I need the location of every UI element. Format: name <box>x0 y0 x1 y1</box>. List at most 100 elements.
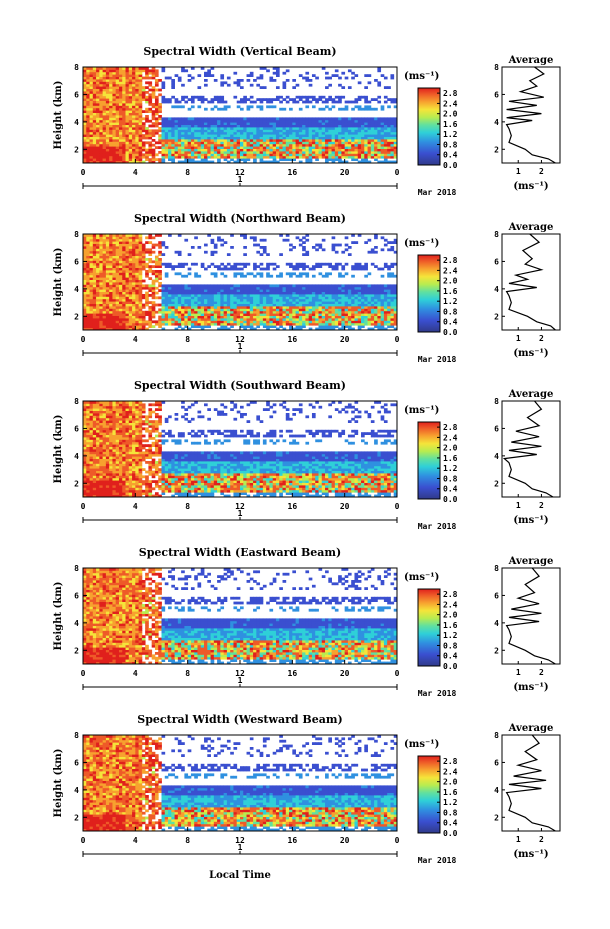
heatmap-cell <box>338 129 342 133</box>
heatmap-cell <box>305 79 310 82</box>
heatmap-cell <box>177 262 182 266</box>
heatmap-cell <box>148 141 153 145</box>
heatmap-cell <box>315 141 319 145</box>
heatmap-cell <box>256 291 261 295</box>
heatmap-cell <box>158 260 162 264</box>
heatmap-cell <box>207 155 211 159</box>
heatmap-cell <box>347 153 352 157</box>
heatmap-cell <box>249 127 254 130</box>
heatmap-cell <box>164 265 169 268</box>
heatmap-cell <box>138 110 143 113</box>
heatmap-cell <box>308 289 313 292</box>
heatmap-cell <box>96 246 100 249</box>
heatmap-cell <box>243 325 247 328</box>
heatmap-cell <box>328 127 332 130</box>
heatmap-cell <box>135 289 140 292</box>
heatmap-cell <box>204 98 208 101</box>
heatmap-cell <box>190 262 195 266</box>
heatmap-cell <box>194 95 198 99</box>
heatmap-cell <box>321 313 326 316</box>
heatmap-cell <box>233 136 238 140</box>
heatmap-cell <box>118 141 123 145</box>
heatmap-cell <box>374 129 378 133</box>
heatmap-cell <box>383 155 388 159</box>
heatmap-cell <box>115 155 120 159</box>
heatmap-cell <box>128 303 133 307</box>
heatmap-cell <box>318 129 323 133</box>
heatmap-cell <box>96 289 100 292</box>
heatmap-cell <box>86 127 90 130</box>
heatmap-cell <box>240 141 244 145</box>
heatmap-cell <box>158 284 162 288</box>
heatmap-cell <box>83 282 87 285</box>
heatmap-cell <box>236 155 241 159</box>
heatmap-cell <box>204 79 208 82</box>
heatmap-cell <box>318 119 323 123</box>
heatmap-cell <box>292 272 297 276</box>
heatmap-cell <box>364 284 368 288</box>
heatmap-cell <box>109 315 113 319</box>
heatmap-cell <box>223 129 228 133</box>
heatmap-cell <box>269 284 274 288</box>
heatmap-cell <box>266 325 270 328</box>
heatmap-cell <box>344 303 349 307</box>
heatmap-cell <box>200 289 205 292</box>
heatmap-cell <box>118 98 123 101</box>
heatmap-cell <box>128 122 133 125</box>
heatmap-cell <box>105 246 110 249</box>
heatmap-cell <box>259 308 264 312</box>
heatmap-cell <box>357 267 362 271</box>
heatmap-cell <box>393 129 398 133</box>
heatmap-cell <box>269 153 274 157</box>
heatmap-cell <box>318 131 323 135</box>
heatmap-cell <box>253 296 257 300</box>
heatmap-cell <box>253 117 257 121</box>
heatmap-cell <box>315 143 319 147</box>
heatmap-cell <box>135 270 140 273</box>
heatmap-cell <box>390 301 395 304</box>
heatmap-cell <box>109 279 113 283</box>
heatmap-cell <box>171 322 175 326</box>
heatmap-cell <box>112 298 117 302</box>
heatmap-cell <box>125 115 130 118</box>
heatmap-cell <box>282 238 287 242</box>
heatmap-cell <box>220 98 225 101</box>
heatmap-cell <box>115 88 120 92</box>
heatmap-cell <box>158 282 162 285</box>
heatmap-cell <box>249 306 254 309</box>
heatmap-cell <box>115 236 120 240</box>
heatmap-cell <box>132 107 136 111</box>
heatmap-cell <box>207 117 211 121</box>
heatmap-cell <box>233 71 238 75</box>
heatmap-cell <box>132 303 136 307</box>
heatmap-cell <box>364 289 368 292</box>
heatmap-cell <box>197 155 202 159</box>
heatmap-cell <box>181 129 185 133</box>
heatmap-cell <box>132 110 136 113</box>
heatmap-cell <box>236 153 241 157</box>
heatmap-cell <box>331 74 336 77</box>
heatmap-cell <box>181 131 185 135</box>
heatmap-cell <box>112 127 117 130</box>
heatmap-cell <box>249 289 254 292</box>
heatmap-cell <box>168 265 172 268</box>
heatmap-cell <box>266 272 270 276</box>
heatmap-cell <box>240 119 244 123</box>
heatmap-cell <box>118 81 123 85</box>
heatmap-cell <box>161 122 166 125</box>
heatmap-cell <box>83 129 87 133</box>
heatmap-cell <box>128 134 133 137</box>
heatmap-cell <box>311 146 316 149</box>
heatmap-cell <box>105 115 110 118</box>
heatmap-cell <box>132 308 136 312</box>
heatmap-cell <box>135 265 140 268</box>
heatmap-cell <box>190 76 195 80</box>
heatmap-cell <box>168 100 172 104</box>
heatmap-cell <box>99 298 104 302</box>
heatmap-cell <box>236 146 241 149</box>
heatmap-cell <box>145 151 149 154</box>
heatmap-cell <box>272 294 277 297</box>
heatmap-cell <box>105 315 110 319</box>
heatmap-cell <box>154 117 159 121</box>
heatmap-cell <box>347 253 352 256</box>
